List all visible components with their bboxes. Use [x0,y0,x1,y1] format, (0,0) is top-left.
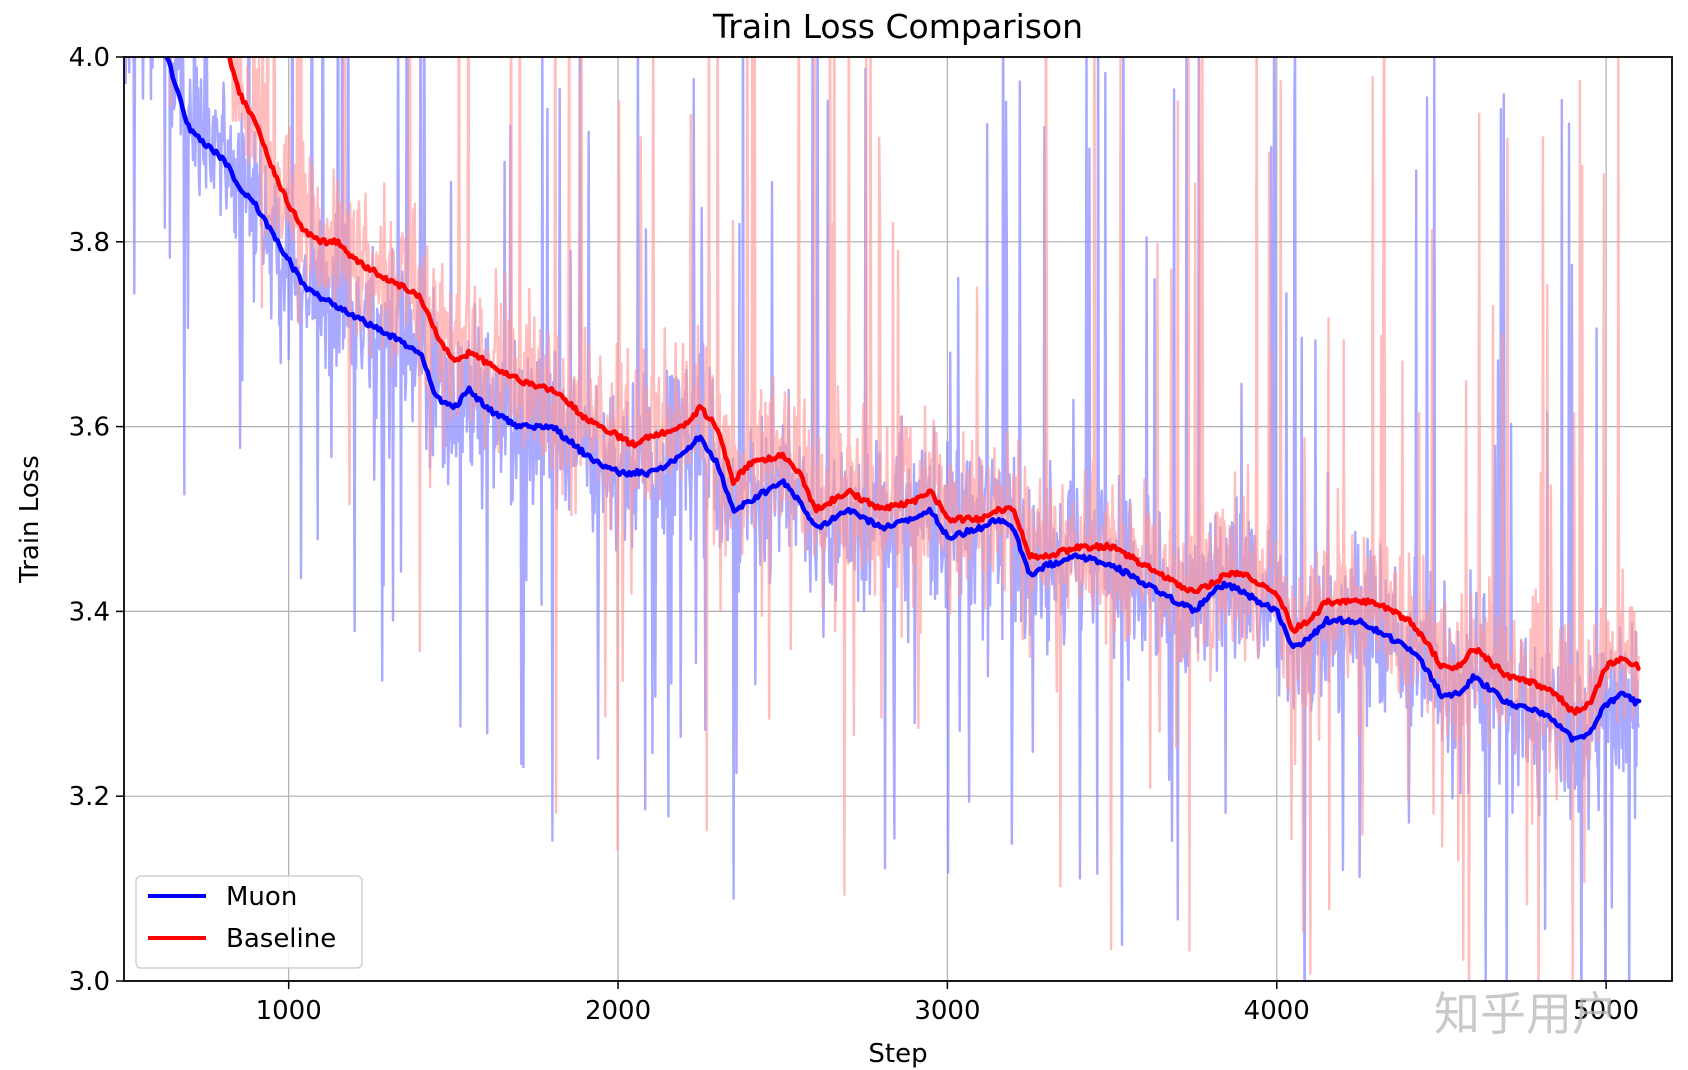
legend-label-muon: Muon [226,882,297,912]
axis-ticks: 1000 2000 3000 4000 5000 3.0 3.2 3.4 3.6 3.8 4.0 [69,43,1640,1026]
raw-loss-traces [124,57,1640,981]
x-tick-label: 4000 [1244,996,1310,1026]
legend-label-baseline: Baseline [226,924,336,954]
watermark: 知乎用户 [1434,987,1618,1041]
y-tick-label: 3.6 [69,413,110,443]
x-tick-label: 3000 [914,996,980,1026]
legend: Muon Baseline [135,875,363,969]
y-axis-label: Train Loss [15,455,45,584]
y-tick-label: 3.4 [69,597,110,627]
legend-box [135,875,363,969]
chart-title: Train Loss Comparison [712,7,1083,46]
x-axis-label: Step [868,1039,927,1069]
y-tick-label: 4.0 [69,43,110,73]
y-tick-label: 3.8 [69,228,110,258]
x-tick-label: 5000 [1573,996,1639,1026]
y-tick-label: 3.0 [69,967,110,997]
x-tick-label: 1000 [256,996,322,1026]
x-tick-label: 2000 [585,996,651,1026]
plot-frame [123,56,1673,982]
smoothed-line-baseline [227,57,1641,716]
raw-trace-baseline [169,57,1640,981]
smoothed-loss-lines [164,57,1642,743]
smoothed-line-muon [164,57,1642,743]
y-tick-label: 3.2 [69,782,110,812]
